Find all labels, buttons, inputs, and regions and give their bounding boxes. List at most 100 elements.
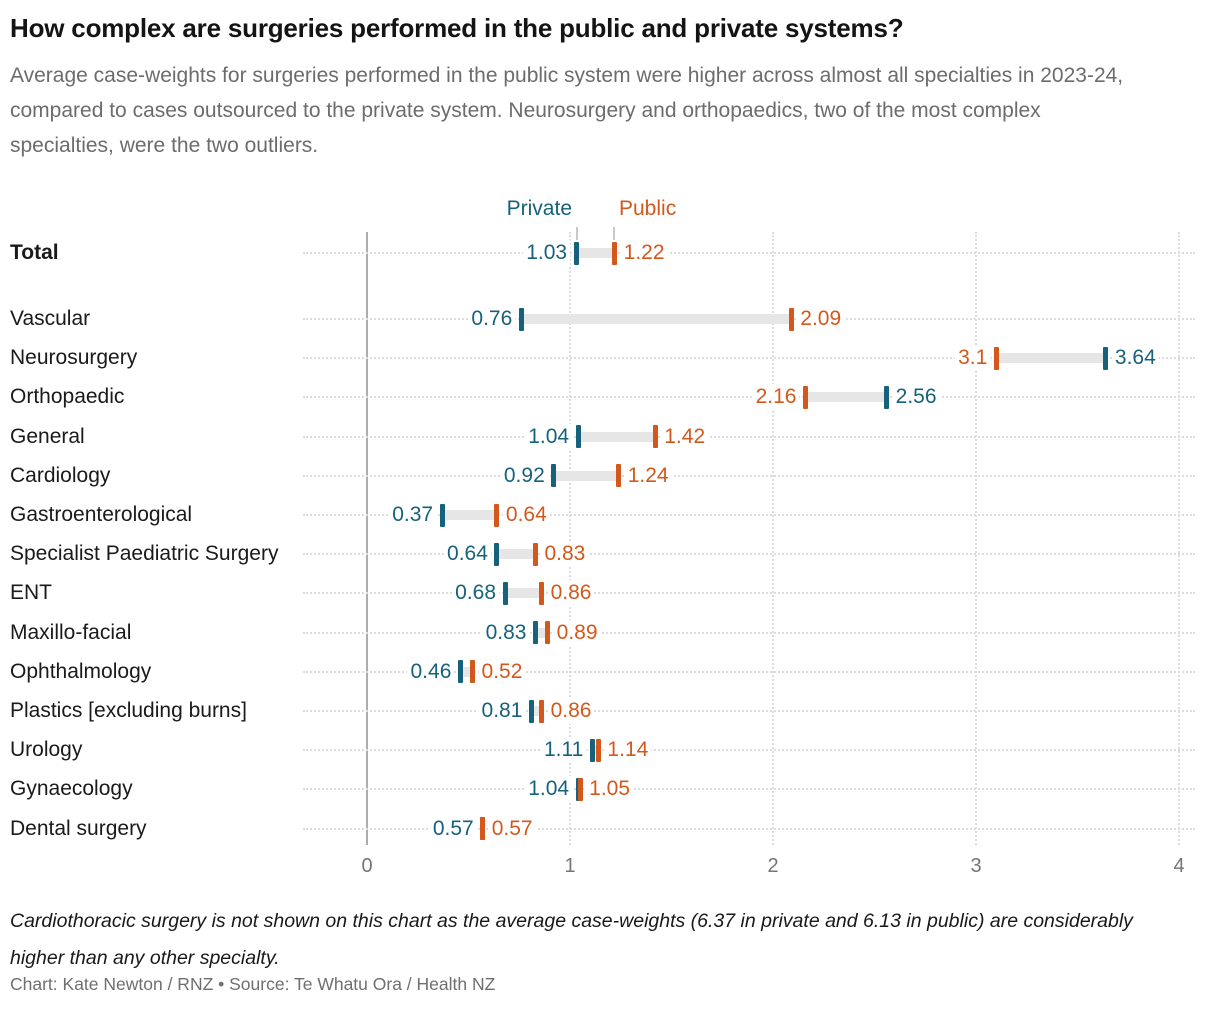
- private-value-label: 1.11: [541, 737, 587, 764]
- public-value-label: 0.57: [488, 815, 536, 842]
- legend-public-label: Public: [619, 197, 677, 220]
- public-value-label: 0.64: [502, 502, 550, 528]
- row-label: Gastroenterological: [10, 503, 193, 526]
- public-value-label: 1.22: [620, 240, 668, 266]
- row-guide-line: [303, 710, 1195, 712]
- row-label: Maxillo-facial: [10, 620, 132, 644]
- public-marker: [577, 777, 583, 801]
- x-axis-tick-label: 2: [767, 855, 779, 877]
- private-value-label: 0.46: [407, 658, 455, 685]
- private-value-label: 0.81: [478, 698, 526, 724]
- row-label: Gynaecology: [10, 777, 133, 801]
- private-marker: [532, 621, 538, 645]
- private-value-label: 0.92: [500, 462, 548, 489]
- x-axis-tick-label: 3: [970, 855, 982, 877]
- connector-bar: [592, 745, 599, 756]
- private-marker: [457, 660, 463, 684]
- row-guide-line: [303, 592, 1195, 595]
- row-label: Plastics [excluding burns]: [10, 699, 247, 722]
- row-label: ENT: [10, 581, 52, 605]
- public-value-label: 0.86: [547, 580, 595, 607]
- private-value-label: 2.56: [892, 384, 940, 411]
- legend-private-label: Private: [506, 197, 572, 220]
- public-value-label: 2.16: [752, 384, 800, 411]
- private-value-label: 1.03: [523, 240, 571, 266]
- private-value-label: 3.64: [1111, 345, 1159, 372]
- connector-bar: [496, 549, 536, 560]
- row-label: Neurosurgery: [10, 346, 138, 370]
- connector-bar: [505, 588, 542, 599]
- private-value-label: 0.37: [389, 502, 437, 528]
- public-value-label: 1.05: [586, 776, 634, 803]
- private-value-label: 0.83: [482, 619, 530, 646]
- public-marker: [788, 307, 794, 331]
- private-marker: [528, 699, 534, 723]
- public-marker: [470, 660, 476, 684]
- connector-bar: [521, 314, 792, 324]
- connector-bar: [576, 248, 615, 258]
- private-value-label: 0.64: [444, 541, 491, 568]
- legend-tick-public: [613, 227, 615, 240]
- chart-footnote: Cardiothoracic surgery is not shown on t…: [10, 910, 1133, 969]
- private-marker: [502, 581, 508, 605]
- private-marker: [551, 464, 557, 488]
- row-guide-line: [303, 788, 1195, 791]
- private-value-label: 1.04: [525, 423, 573, 450]
- vertical-gridline: [569, 232, 571, 845]
- private-value-label: 0.68: [452, 580, 500, 607]
- public-value-label: 3.1: [955, 345, 991, 372]
- public-value-label: 1.14: [604, 737, 652, 764]
- row-label: Cardiology: [10, 463, 111, 487]
- row-guide-line: [303, 749, 1195, 752]
- chart-subtitle: Average case-weights for surgeries perfo…: [10, 64, 1124, 157]
- x-axis-tick-label: 0: [361, 855, 373, 877]
- public-marker: [480, 817, 486, 841]
- chart-credit: Chart: Kate Newton / RNZ • Source: Te Wh…: [10, 974, 496, 994]
- page-title: How complex are surgeries performed in t…: [10, 13, 904, 43]
- public-marker: [595, 738, 601, 762]
- private-marker: [1103, 346, 1109, 370]
- public-marker: [612, 241, 618, 265]
- row-guide-line: [303, 252, 1195, 254]
- row-guide-line: [303, 827, 1195, 830]
- public-marker: [802, 385, 808, 409]
- public-marker: [539, 699, 545, 723]
- row-guide-line: [303, 553, 1195, 556]
- vertical-gridline: [1178, 232, 1180, 845]
- row-guide-line: [303, 474, 1195, 477]
- private-marker: [884, 385, 890, 409]
- row-guide-line: [303, 357, 1195, 360]
- connector-bar: [553, 470, 619, 481]
- row-label: Urology: [10, 738, 83, 762]
- private-marker: [589, 738, 595, 762]
- private-marker: [518, 307, 524, 331]
- row-label: Specialist Paediatric Surgery: [10, 542, 279, 566]
- row-label: Total: [10, 241, 59, 264]
- row-label: General: [10, 424, 85, 448]
- row-guide-line: [303, 670, 1195, 673]
- row-guide-line: [303, 396, 1195, 399]
- private-marker: [575, 425, 581, 449]
- public-marker: [616, 464, 622, 488]
- private-value-label: 0.76: [468, 306, 516, 332]
- public-value-label: 1.42: [661, 423, 709, 450]
- row-guide-line: [303, 631, 1195, 634]
- private-marker: [439, 503, 445, 527]
- row-label: Ophthalmology: [10, 659, 152, 683]
- connector-bar: [578, 431, 656, 442]
- connector-bar: [805, 392, 887, 403]
- x-axis-tick-label: 4: [1173, 855, 1185, 877]
- public-marker: [494, 503, 500, 527]
- public-marker: [545, 621, 551, 645]
- row-guide-line: [303, 514, 1195, 516]
- row-label: Vascular: [10, 307, 91, 330]
- public-value-label: 0.89: [553, 619, 601, 646]
- legend-tick-private: [576, 227, 578, 240]
- connector-bar: [535, 627, 548, 638]
- private-marker: [573, 241, 579, 265]
- row-label: Orthopaedic: [10, 385, 125, 409]
- public-marker: [652, 425, 658, 449]
- axis-zero-line: [366, 232, 368, 845]
- vertical-gridline: [975, 232, 977, 845]
- public-value-label: 0.86: [547, 698, 595, 724]
